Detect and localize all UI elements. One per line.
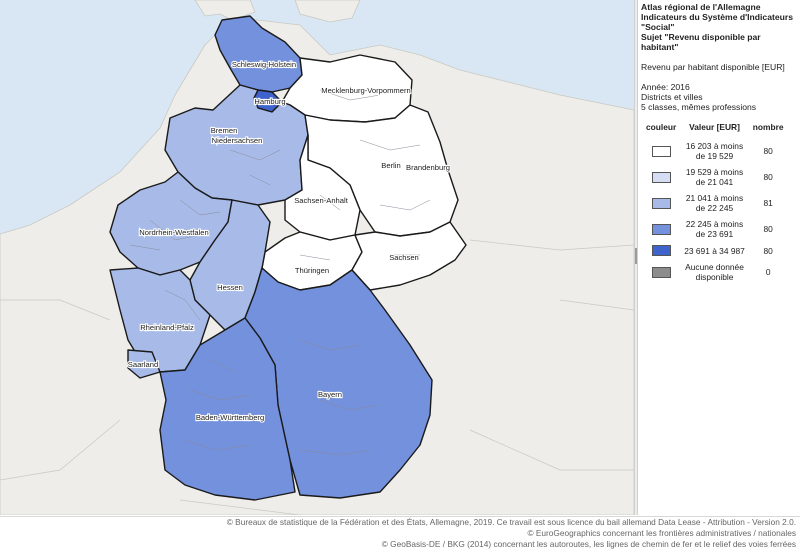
legend-swatch xyxy=(651,197,671,209)
legend-count: 80 xyxy=(763,245,773,256)
legend-range: de 19 529 xyxy=(695,151,734,161)
legend-swatch xyxy=(651,245,671,256)
legend-panel: Atlas régional de l'Allemagne Indicateur… xyxy=(640,0,800,515)
states-layer xyxy=(109,15,467,501)
legend-col-color: couleur xyxy=(646,122,677,132)
attribution-line: © EuroGeographics concernant les frontiè… xyxy=(527,528,796,538)
legend-header-row: couleur Valeur [EUR] nombre xyxy=(642,122,788,138)
splitter-grip-icon[interactable] xyxy=(635,248,637,264)
legend-range: 23 691 à 34 987 xyxy=(684,245,745,256)
legend-class-row: 23 691 à 34 987 80 xyxy=(642,242,788,259)
state-baden-w-rttemberg[interactable] xyxy=(159,317,296,501)
legend-class-row: 21 041 à moins de 22 245 81 xyxy=(642,190,788,216)
state-label-bayern: Bayern xyxy=(318,390,342,399)
attribution-line: © Bureaux de statistique de la Fédératio… xyxy=(226,517,796,527)
attribution-footer: © Bureaux de statistique de la Fédératio… xyxy=(0,516,800,552)
legend-class-row: 16 203 à moins de 19 529 80 xyxy=(642,138,788,164)
state-label-schleswig-holstein: Schleswig-Holstein xyxy=(232,60,296,69)
legend-swatch xyxy=(651,171,671,183)
legend-range: de 23 691 xyxy=(695,229,734,239)
state-saarland[interactable] xyxy=(127,349,161,379)
legend-title-line: Atlas régional de l'Allemagne xyxy=(641,2,761,12)
border-lines xyxy=(0,239,634,515)
legend-title-line: "Social" xyxy=(641,22,675,32)
legend-year: Année: 2016 xyxy=(641,82,690,92)
legend-count: 0 xyxy=(765,267,771,277)
state-label-sachsen-anhalt: Sachsen-Anhalt xyxy=(294,196,349,205)
district-border xyxy=(184,359,251,451)
panel-splitter[interactable] xyxy=(634,0,638,515)
legend-title: Atlas régional de l'Allemagne Indicateur… xyxy=(641,2,800,52)
legend-col-count: nombre xyxy=(752,122,784,132)
legend-class-row: Aucune donnée disponible 0 xyxy=(642,259,788,285)
legend-range: disponible xyxy=(695,272,734,282)
state-label-mecklenburg-vorpommern: Mecklenburg-Vorpommern xyxy=(321,86,410,95)
legend-swatch xyxy=(651,223,671,235)
legend-range: 16 203 à moins xyxy=(685,141,744,151)
district-border xyxy=(129,199,221,321)
district-border xyxy=(299,194,431,261)
attribution-line: © GeoBasis-DE / BKG (2014) concernant le… xyxy=(381,539,796,549)
state-label-baden-w-rttemberg: Baden-Württemberg xyxy=(196,413,264,422)
state-label-sachsen: Sachsen xyxy=(389,253,419,262)
legend-range: 21 041 à moins xyxy=(685,193,744,203)
legend-range: de 22 245 xyxy=(695,203,734,213)
state-label-bremen: Bremen xyxy=(211,126,238,135)
state-label-hessen: Hessen xyxy=(217,283,243,292)
state-rheinland-pfalz[interactable] xyxy=(109,267,211,373)
legend-title-line: Sujet "Revenu disponible par habitant" xyxy=(641,32,761,52)
state-label-nordrhein-westfalen: Nordrhein-Westfalen xyxy=(139,228,209,237)
state-label-th-ringen: Thüringen xyxy=(295,266,329,275)
legend-swatch xyxy=(651,145,671,157)
legend-range: Aucune donnée xyxy=(685,262,744,272)
state-label-brandenburg: Brandenburg xyxy=(406,163,450,172)
legend-count: 80 xyxy=(763,146,773,156)
legend-range: 19 529 à moins xyxy=(685,167,744,177)
state-label-niedersachsen: Niedersachsen xyxy=(212,136,263,145)
state-schleswig-holstein[interactable] xyxy=(214,15,303,93)
sweden-land xyxy=(294,0,361,23)
state-label-berlin: Berlin xyxy=(381,161,400,170)
legend-level: Districts et villes xyxy=(641,92,703,102)
legend-method: 5 classes, mêmes professions xyxy=(641,102,757,112)
legend-range: de 21 041 xyxy=(695,177,734,187)
district-border xyxy=(299,339,381,456)
legend-count: 81 xyxy=(763,198,773,208)
choropleth-map: Schleswig-Holstein Hamburg Mecklenburg-Vor… xyxy=(0,0,634,515)
legend-count: 80 xyxy=(763,224,773,234)
legend-range: 22 245 à moins xyxy=(685,219,744,229)
legend-count: 80 xyxy=(763,172,773,182)
legend-swatch xyxy=(651,266,671,278)
map-view[interactable]: Schleswig-Holstein Hamburg Mecklenburg-Vor… xyxy=(0,0,634,515)
state-label-saarland: Saarland xyxy=(128,360,158,369)
legend-class-row: 19 529 à moins de 21 041 80 xyxy=(642,164,788,190)
district-borders xyxy=(129,89,431,456)
legend-class-row: 22 245 à moins de 23 691 80 xyxy=(642,216,788,242)
legend-col-value: Valeur [EUR] xyxy=(689,122,740,132)
legend-table: couleur Valeur [EUR] nombre 16 203 à moi… xyxy=(642,122,788,285)
state-label-hamburg: Hamburg xyxy=(254,97,285,106)
legend-title-line: Indicateurs du Système d'Indicateurs xyxy=(641,12,794,22)
state-labels: Schleswig-Holstein Hamburg Mecklenburg-Vor… xyxy=(127,59,451,423)
state-label-rheinland-pfalz: Rheinland-Pfalz xyxy=(140,323,194,332)
district-border xyxy=(229,89,421,186)
legend-indicator: Revenu par habitant disponible [EUR] xyxy=(641,62,785,72)
